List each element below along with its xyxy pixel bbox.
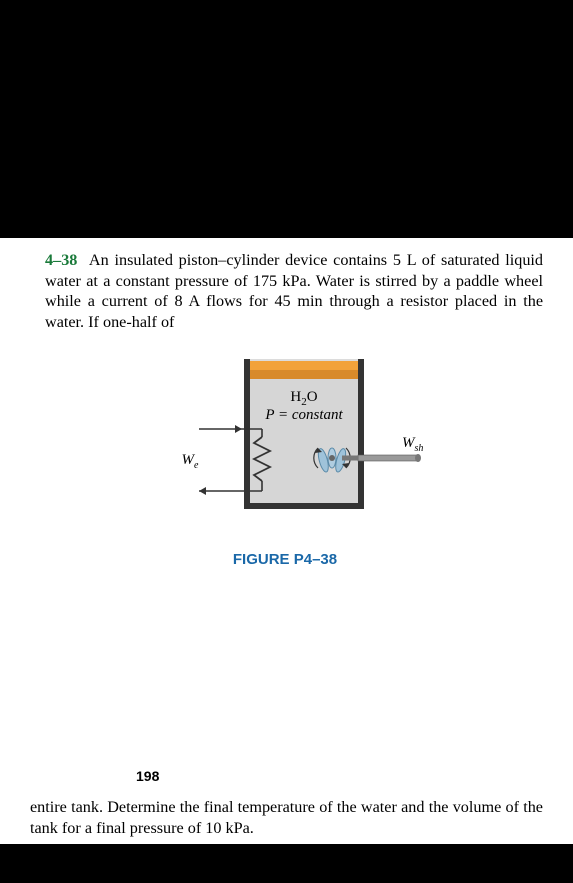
continuation-text: entire tank. Determine the final tempera…	[30, 797, 543, 838]
page-panel: 4–38 An insulated piston–cylinder device…	[0, 238, 573, 798]
label-we: We	[182, 452, 200, 471]
page-corner-decoration	[533, 816, 573, 844]
problem-paragraph: 4–38 An insulated piston–cylinder device…	[45, 250, 543, 333]
page-number-wrap: 198	[0, 768, 573, 784]
page-number: 198	[130, 766, 165, 786]
page-continuation-panel: entire tank. Determine the final tempera…	[0, 797, 573, 844]
figure-caption: FIGURE P4–38	[233, 551, 337, 568]
piston-cylinder-diagram: H2O P = constant We	[154, 351, 434, 541]
label-p-constant: P = constant	[264, 407, 343, 423]
problem-body: An insulated piston–cylinder device cont…	[45, 251, 543, 331]
figure-p4-38: H2O P = constant We	[45, 351, 543, 568]
problem-number: 4–38	[45, 251, 77, 269]
label-wsh: Wsh	[402, 435, 423, 454]
